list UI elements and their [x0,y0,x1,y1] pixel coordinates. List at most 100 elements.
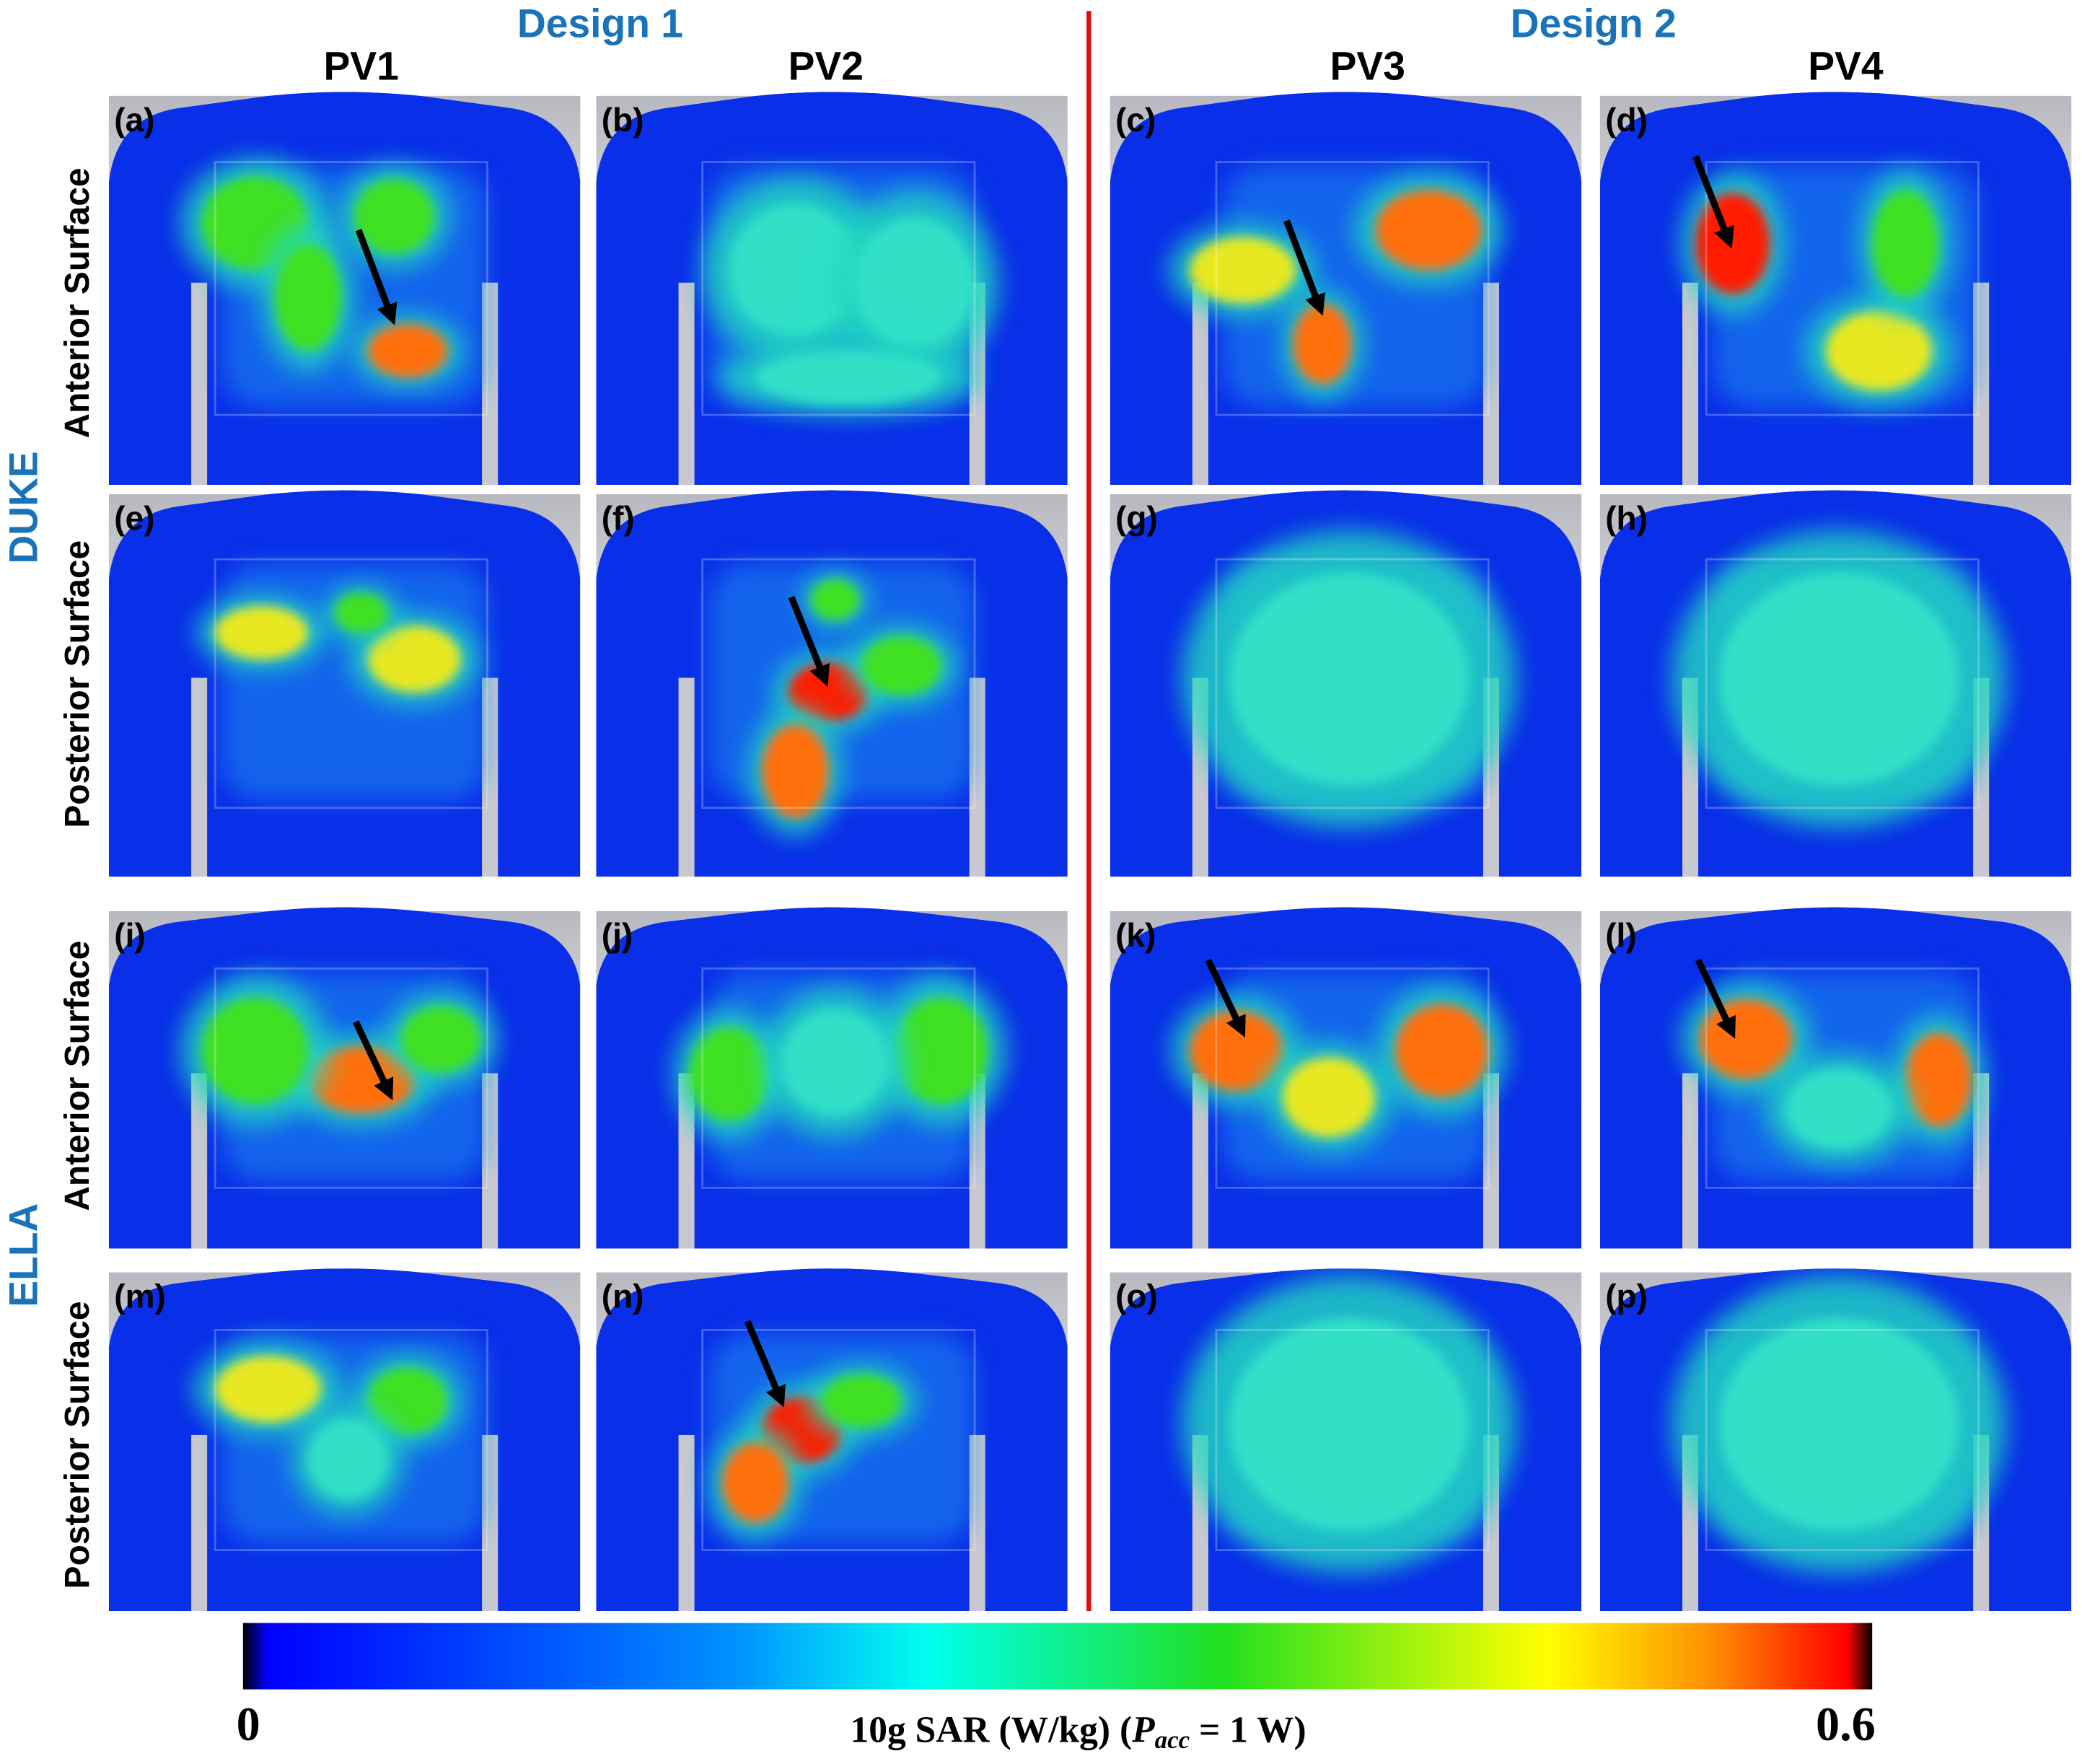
hotspot [1785,1069,1892,1149]
torso [1110,92,1582,486]
hotspot [215,606,309,659]
panel-label: (o) [1115,1278,1158,1315]
panel-label: (e) [114,499,154,537]
hotspot [1190,1011,1283,1091]
arrow [1283,219,1325,316]
hotspot [367,626,461,693]
panel-label: (a) [114,101,154,139]
coil-outline [701,967,976,1189]
arm-gap [191,282,208,486]
row-label: Posterior Surface [58,1301,97,1589]
panel-label: (j) [602,916,633,954]
hotspot [755,351,941,405]
title-symbol: P [1131,1709,1155,1750]
column-label: PV2 [789,44,864,89]
hotspot [722,1442,789,1523]
coil-outline [1705,967,1980,1189]
panel-label: (i) [114,916,145,954]
arm-gap [191,1434,208,1611]
hotspot [1872,190,1939,297]
subject-label: ELLA [1,1203,45,1307]
panel-label: (l) [1605,916,1636,954]
hotspot [895,997,988,1105]
arrow [1692,154,1734,249]
hotspot [1825,310,1933,391]
arrow [355,229,397,325]
title-text: 10g SAR (W/kg) ( [850,1709,1132,1750]
coil-outline [701,161,976,416]
arm-gap [678,1434,695,1611]
arrow [788,595,830,687]
title-text: = 1 W) [1190,1709,1306,1750]
hotspot [215,1356,322,1423]
row-label: Anterior Surface [58,941,97,1211]
hotspot [811,579,859,620]
row-label: Anterior Surface [58,168,97,439]
arm-gap [191,1073,208,1249]
panel-label: (b) [602,101,644,139]
panels: (a) (b) (c) (d) (e) (f) (g) (h) (i) (j) (k) (l) (m) (… [108,92,2072,1611]
panel: (l) [1599,907,2072,1249]
hotspot [1719,572,1959,786]
colorbar-max: 0.6 [1816,1698,1876,1751]
hotspot [1229,572,1469,786]
panel: (b) [596,92,1068,486]
hotspot [367,1367,448,1434]
torso [1599,490,2072,877]
torso [1110,907,1582,1249]
hotspot [1905,1033,1972,1127]
hotspot [201,997,309,1105]
arm-gap [191,677,208,877]
torso [1110,490,1582,877]
colorbar [242,1623,1873,1690]
hotspot [308,1419,388,1499]
design-label: Design 2 [1511,1,1677,46]
torso [596,490,1068,877]
coil-outline [214,558,488,809]
arm-gap [1192,282,1208,486]
panel: (m) [108,1268,581,1611]
arm-gap [1682,1073,1699,1249]
torso [108,1268,581,1611]
panel: (n) [596,1268,1068,1611]
torso [1599,1268,2072,1611]
coil-outline [701,1329,976,1551]
hotspot [1293,304,1352,385]
torso [108,490,581,877]
hotspot [762,724,829,818]
colorbar-min: 0 [237,1698,260,1751]
panel-label: (k) [1115,916,1156,954]
panel: (a) [108,92,581,486]
hotspot [729,203,862,337]
panel-label: (m) [114,1278,166,1315]
torso [596,907,1068,1249]
hotspot [1719,1317,1959,1531]
arrow [1205,958,1246,1038]
panel-label: (n) [602,1278,644,1315]
arrow [1695,958,1736,1039]
panel-label: (h) [1605,499,1648,537]
coil-outline [214,1329,488,1551]
design-label: Design 1 [517,1,683,46]
panel: (h) [1599,490,2072,877]
panel-label: (d) [1605,101,1648,139]
hotspot [855,217,975,351]
hotspot [354,179,434,254]
coil-outline [214,161,488,416]
hotspot [274,244,342,351]
row-label: Posterior Surface [58,540,97,828]
hotspot [822,1374,902,1428]
coil-outline [214,967,488,1189]
panel: (i) [108,907,581,1249]
panel: (p) [1599,1268,2072,1611]
hotspot [782,1009,889,1116]
arrow [744,1320,786,1408]
panel-label: (p) [1605,1278,1648,1315]
arm-gap [1192,1073,1208,1249]
torso [108,92,581,486]
hotspot [1699,999,1793,1079]
panel: (g) [1110,490,1582,877]
coil-outline [1705,558,1980,809]
arrow [353,1020,394,1101]
